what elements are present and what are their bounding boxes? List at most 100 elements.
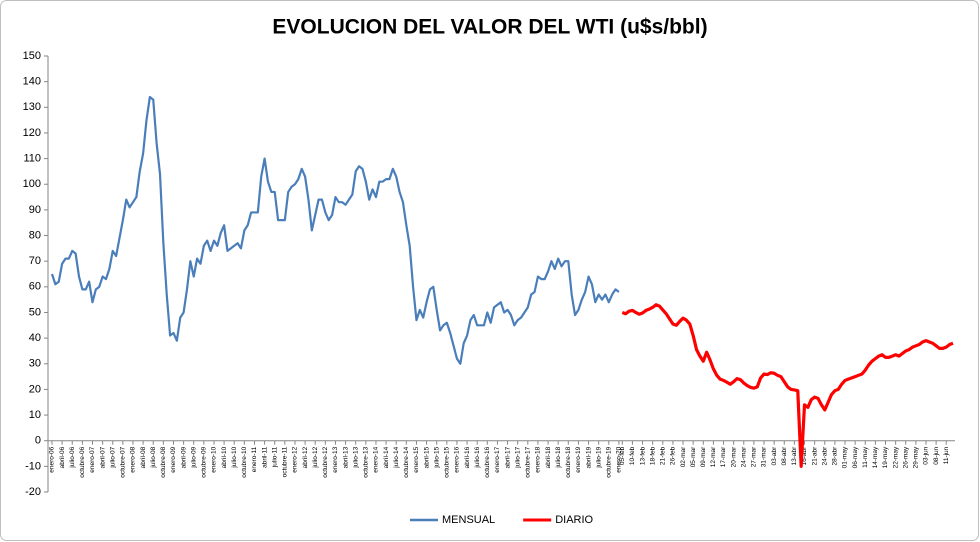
x-tick-label: enero-19	[575, 446, 582, 472]
y-tick-label: 40	[29, 332, 41, 344]
x-tick-label: 28-abr	[832, 446, 839, 466]
x-tick-label: 18-feb	[649, 446, 656, 465]
x-tick-label: julio-07	[109, 446, 116, 468]
x-tick-label: abril-19	[585, 446, 592, 468]
x-tick-label: 05-mar	[690, 446, 697, 467]
x-tick-label: octubre-07	[120, 446, 127, 477]
y-tick-label: 120	[23, 127, 41, 139]
x-tick-label: enero-12	[292, 446, 299, 472]
y-tick-label: 100	[23, 178, 41, 190]
x-tick-label: 19-may	[882, 446, 889, 468]
x-tick-label: abril-10	[221, 446, 228, 468]
x-tick-label: 13-feb	[639, 446, 646, 465]
x-tick-label: enero-18	[535, 446, 542, 472]
x-tick-label: julio-17	[514, 446, 521, 468]
x-tick-label: 01-may	[842, 446, 849, 468]
x-tick-label: 05-feb	[619, 446, 626, 465]
x-tick-label: 12-mar	[710, 446, 717, 467]
x-tick-label: enero-11	[251, 446, 258, 472]
x-tick-label: enero-08	[130, 446, 137, 472]
y-tick-label: 70	[29, 255, 41, 267]
x-tick-label: octubre-11	[282, 446, 289, 477]
x-tick-label: enero-16	[454, 446, 461, 472]
x-tick-label: octubre-09	[201, 446, 208, 477]
x-tick-label: abril-16	[464, 446, 471, 468]
x-tick-label: julio-08	[150, 446, 157, 468]
series-line	[621, 303, 954, 468]
x-tick-label: 08-jun	[933, 446, 940, 464]
x-tick-label: octubre-10	[241, 446, 248, 477]
x-tick-label: 31-mar	[761, 446, 768, 467]
x-tick-label: julio-15	[433, 446, 440, 468]
y-tick-label: 30	[29, 358, 41, 370]
x-tick-label: julio-06	[69, 446, 76, 468]
x-tick-label: 26-may	[902, 446, 909, 468]
x-tick-label: julio-11	[271, 446, 278, 468]
x-tick-label: octubre-06	[79, 446, 86, 477]
y-tick-label: 50	[29, 306, 41, 318]
x-tick-label: octubre-13	[363, 446, 370, 477]
y-tick-label: 80	[29, 229, 41, 241]
x-tick-label: 24-mar	[740, 446, 747, 467]
x-tick-label: octubre-14	[403, 446, 410, 477]
x-tick-label: 13-abr	[791, 446, 798, 466]
x-tick-label: 09-mar	[700, 446, 707, 467]
x-tick-label: enero-13	[332, 446, 339, 472]
legend-label: MENSUAL	[442, 514, 495, 526]
y-tick-label: -10	[25, 460, 41, 472]
x-tick-label: 20-mar	[730, 446, 737, 467]
x-tick-label: julio-16	[474, 446, 481, 468]
x-tick-label: abril-18	[545, 446, 552, 468]
x-tick-label: enero-06	[49, 446, 56, 472]
x-tick-label: enero-20	[616, 446, 623, 472]
x-tick-label: abril-17	[504, 446, 511, 468]
y-tick-label: 140	[23, 76, 41, 88]
y-tick-label: 10	[29, 409, 41, 421]
x-tick-label: octubre-12	[322, 446, 329, 477]
y-tick-label: 60	[29, 281, 41, 293]
x-tick-label: 22-may	[892, 446, 899, 468]
y-tick-label: 150	[23, 50, 41, 62]
x-tick-label: julio-18	[555, 446, 562, 468]
x-tick-label: julio-14	[393, 446, 400, 468]
x-tick-label: 11-jun	[943, 446, 950, 464]
x-tick-label: 26-feb	[670, 446, 677, 465]
x-tick-label: enero-15	[413, 446, 420, 472]
x-tick-label: julio-10	[231, 446, 238, 468]
x-tick-label: 21-feb	[660, 446, 667, 465]
x-tick-label: enero-10	[211, 446, 218, 472]
x-tick-label: julio-13	[352, 446, 359, 468]
y-tick-label: 0	[35, 435, 41, 447]
x-tick-label: julio-19	[595, 446, 602, 468]
x-tick-label: 17-mar	[720, 446, 727, 467]
x-tick-label: 27-mar	[751, 446, 758, 467]
x-tick-label: 03-jun	[923, 446, 930, 464]
x-tick-label: octubre-19	[606, 446, 613, 477]
x-tick-label: octubre-17	[525, 446, 532, 477]
x-tick-label: 21-abr	[811, 446, 818, 466]
x-tick-label: julio-12	[312, 446, 319, 468]
x-tick-label: 10-feb	[629, 446, 636, 465]
x-tick-label: 11-may	[862, 446, 869, 468]
y-tick-label: -20	[25, 486, 41, 498]
x-tick-label: abril-07	[99, 446, 106, 468]
chart-title: EVOLUCION DEL VALOR DEL WTI (u$s/bbl)	[272, 16, 707, 39]
x-tick-label: octubre-15	[444, 446, 451, 477]
legend-label: DIARIO	[555, 514, 593, 526]
x-tick-label: abril-15	[423, 446, 430, 468]
x-tick-label: enero-14	[373, 446, 380, 472]
x-tick-label: 06-may	[852, 446, 859, 468]
x-tick-label: abril-08	[140, 446, 147, 468]
series-line	[50, 95, 620, 365]
x-tick-label: 02-mar	[680, 446, 687, 467]
x-tick-label: octubre-18	[565, 446, 572, 477]
x-tick-label: 16-abr	[801, 446, 808, 466]
x-tick-label: enero-09	[170, 446, 177, 472]
x-tick-label: abril-12	[302, 446, 309, 468]
x-tick-label: 29-may	[913, 446, 920, 468]
x-tick-label: abril-09	[180, 446, 187, 468]
x-tick-label: enero-17	[494, 446, 501, 472]
